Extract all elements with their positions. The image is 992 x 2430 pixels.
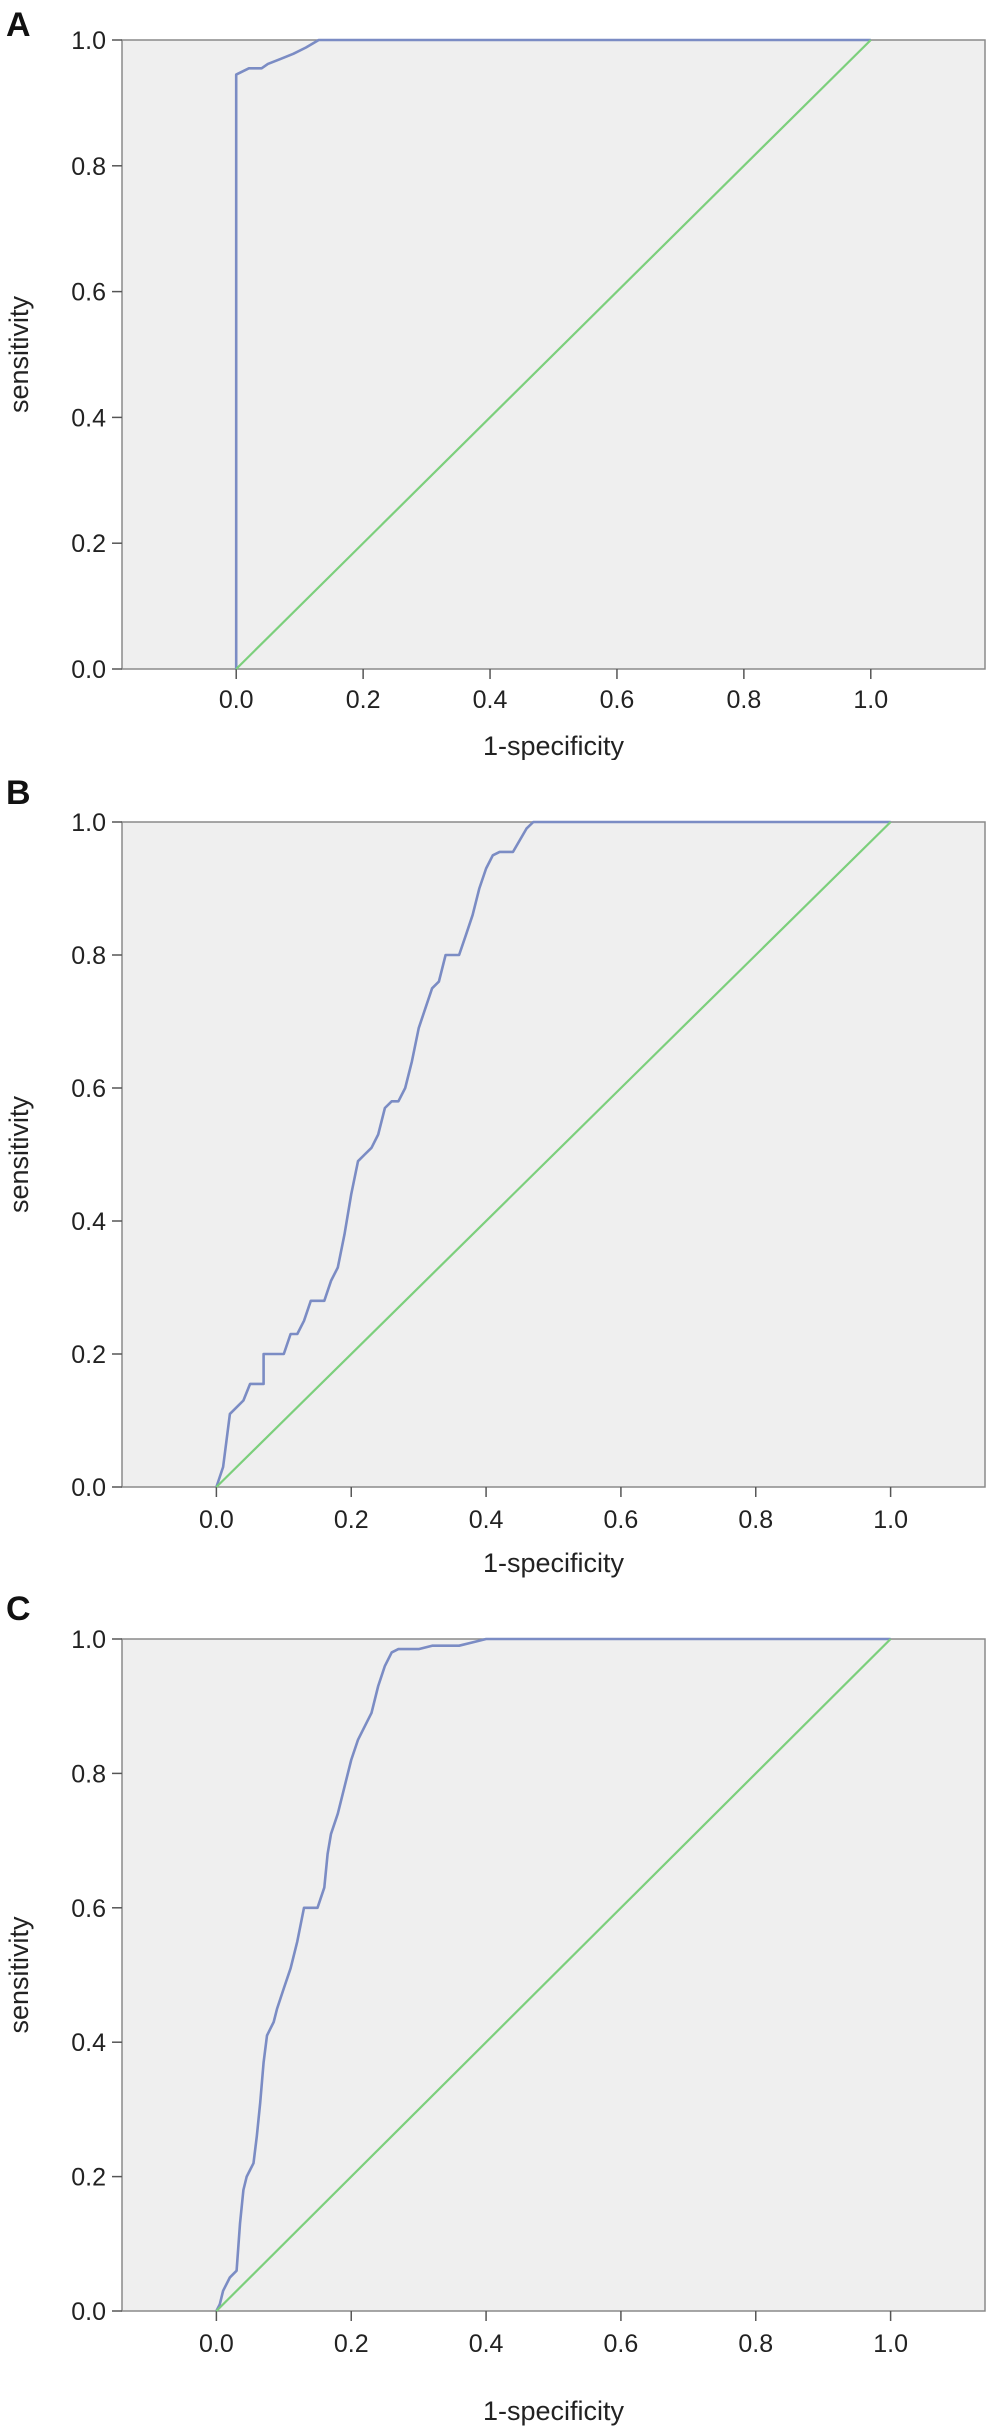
roc-chart-b-svg: B 0.0 0.2 0.4 0.6 0.8 1.0 0.0 0.2 0.4 0.6 0.8 1.0 1-s… <box>4 774 986 1578</box>
x-tick-label-a: 0.6 <box>600 686 635 714</box>
panel-label-c: C <box>6 1590 31 1628</box>
y-tick-label-a: 0.8 <box>71 153 106 181</box>
roc-chart-panel-a: A 0.0 0.2 0.4 0.6 0.8 1.0 0.0 0.2 0.4 0.6 0.8 1.0 1-s… <box>0 0 992 760</box>
y-tick-label-a: 0.4 <box>71 404 106 432</box>
x-axis-title-b: 1-specificity <box>483 1548 625 1578</box>
x-tick-label-b: 0.0 <box>199 1506 234 1534</box>
roc-chart-a-svg: A 0.0 0.2 0.4 0.6 0.8 1.0 0.0 0.2 0.4 0.6 0.8 1.0 1-s… <box>4 6 986 760</box>
x-tick-label-c: 0.8 <box>738 2330 773 2358</box>
y-tick-label-b: 0.0 <box>71 1474 106 1502</box>
x-axis-title-a: 1-specificity <box>483 731 625 760</box>
y-tick-label-a: 0.0 <box>71 656 106 684</box>
y-tick-label-b: 1.0 <box>71 809 106 837</box>
x-tick-label-c: 0.2 <box>334 2330 369 2358</box>
x-tick-label-b: 0.2 <box>334 1506 369 1534</box>
reference-line-a <box>235 39 872 670</box>
x-tick-label-a: 0.8 <box>726 686 761 714</box>
y-tick-label-b: 0.6 <box>71 1075 106 1103</box>
x-tick-label-b: 1.0 <box>873 1506 908 1534</box>
y-tick-label-a: 0.6 <box>71 279 106 307</box>
y-tick-label-a: 1.0 <box>71 27 106 55</box>
roc-chart-panel-b: B 0.0 0.2 0.4 0.6 0.8 1.0 0.0 0.2 0.4 0.6 0.8 1.0 1-s… <box>0 760 992 1580</box>
x-tick-label-a: 1.0 <box>853 686 888 714</box>
y-tick-label-b: 0.4 <box>71 1208 106 1236</box>
x-tick-label-a: 0.0 <box>219 686 254 714</box>
y-tick-label-c: 0.8 <box>71 1760 106 1788</box>
roc-chart-panel-c: C 0.0 0.2 0.4 0.6 0.8 1.0 0.0 0.2 0.4 0.6 0.8 1.0 1-s… <box>0 1580 992 2430</box>
panel-label-b: B <box>6 774 31 812</box>
roc-chart-c-svg: C 0.0 0.2 0.4 0.6 0.8 1.0 0.0 0.2 0.4 0.6 0.8 1.0 1-s… <box>4 1590 986 2426</box>
y-tick-label-c: 0.4 <box>71 2029 106 2057</box>
x-tick-label-b: 0.8 <box>738 1506 773 1534</box>
y-tick-label-c: 0.0 <box>71 2298 106 2326</box>
reference-line-b <box>215 821 892 1488</box>
x-tick-label-c: 1.0 <box>873 2330 908 2358</box>
x-tick-label-c: 0.0 <box>199 2330 234 2358</box>
y-tick-label-a: 0.2 <box>71 530 106 558</box>
x-tick-label-a: 0.2 <box>346 686 381 714</box>
x-tick-label-b: 0.6 <box>604 1506 639 1534</box>
x-tick-label-a: 0.4 <box>473 686 508 714</box>
panel-label-a: A <box>6 6 31 44</box>
y-tick-label-c: 1.0 <box>71 1626 106 1654</box>
roc-curve-c <box>215 1637 891 2312</box>
y-tick-label-c: 0.2 <box>71 2164 106 2192</box>
y-axis-title-b: sensitivity <box>4 1095 34 1213</box>
x-axis-title-c: 1-specificity <box>483 2396 625 2426</box>
x-tick-label-c: 0.6 <box>604 2330 639 2358</box>
roc-curve-a <box>234 38 871 669</box>
roc-curve-b <box>215 820 891 1488</box>
y-axis-title-a: sensitivity <box>4 295 34 413</box>
x-tick-label-b: 0.4 <box>469 1506 504 1534</box>
x-tick-label-c: 0.4 <box>469 2330 504 2358</box>
y-tick-label-b: 0.8 <box>71 942 106 970</box>
reference-line-c <box>215 1638 892 2312</box>
y-tick-label-c: 0.6 <box>71 1895 106 1923</box>
y-tick-label-b: 0.2 <box>71 1341 106 1369</box>
y-axis-title-c: sensitivity <box>4 1916 34 2034</box>
